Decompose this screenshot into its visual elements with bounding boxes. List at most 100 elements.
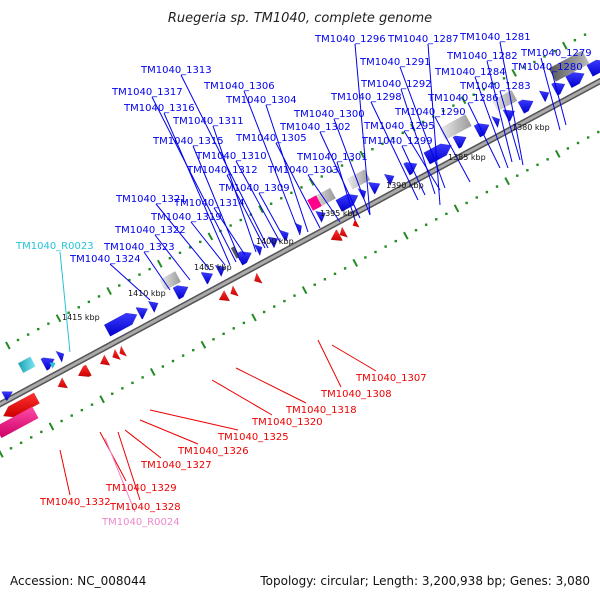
- kbp-tick-label: 1380 kbp: [512, 123, 550, 132]
- leader-line: [235, 160, 281, 243]
- minor-tick-dot: [553, 49, 556, 53]
- forward-gene-label: TM1040_1321: [115, 194, 187, 205]
- minor-tick-dot: [374, 250, 377, 254]
- leader-line: [400, 88, 436, 195]
- forward-gene-label: TM1040_1311: [172, 116, 244, 127]
- reverse-gene-label: TM1040_1326: [177, 446, 249, 457]
- trna-forward-label: TM1040_R0023: [15, 241, 94, 252]
- forward-gene-label: TM1040_1298: [330, 92, 402, 103]
- accession-text: Accession: NC_008044: [10, 574, 147, 588]
- minor-tick-dot: [300, 186, 303, 189]
- minor-tick-dot: [533, 60, 536, 64]
- forward-gene-arrow: [423, 143, 452, 165]
- major-tick: [308, 177, 315, 186]
- trna-reverse-label: TM1040_R0024: [101, 517, 180, 528]
- minor-tick-dot: [138, 273, 141, 276]
- reverse-gene-label: TM1040_1307: [355, 373, 427, 384]
- leader-line: [151, 96, 237, 263]
- minor-tick-dot: [583, 33, 587, 36]
- forward-gene-label: TM1040_1290: [394, 107, 466, 118]
- leader-line: [319, 131, 361, 219]
- backbone-core: [0, 79, 600, 406]
- minor-tick-dot: [597, 130, 600, 134]
- reverse-gene-arrow: [99, 354, 111, 366]
- genome-backbone: [0, 77, 600, 408]
- major-tick: [251, 313, 257, 322]
- kbp-tick-label: 1385 kbp: [448, 153, 486, 162]
- minor-tick-dot: [97, 295, 101, 298]
- reverse-gene-label: TM1040_1320: [251, 417, 323, 428]
- forward-gene-arrow: [452, 135, 467, 149]
- minor-tick-dot: [19, 441, 23, 445]
- minor-tick-dot: [394, 239, 397, 243]
- reverse-gene-label: TM1040_1329: [105, 483, 177, 494]
- minor-tick-dot: [424, 223, 428, 226]
- forward-gene-label: TM1040_1295: [363, 121, 435, 132]
- forward-gene-label: TM1040_1317: [111, 87, 183, 98]
- leader-line: [474, 76, 509, 169]
- minor-tick-dot: [37, 327, 40, 331]
- forward-gene-label: TM1040_1315: [152, 136, 224, 147]
- minor-tick-dot: [280, 197, 283, 200]
- minor-tick-dot: [192, 348, 195, 352]
- major-tick: [460, 96, 467, 105]
- leader-line: [124, 429, 162, 459]
- pink-feature: [307, 195, 322, 211]
- reverse-gene-arrow: [230, 284, 240, 297]
- minor-tick-dot: [340, 164, 344, 167]
- minor-tick-dot: [523, 66, 526, 69]
- forward-gene-label: TM1040_1309: [218, 183, 290, 194]
- minor-tick-dot: [141, 376, 144, 379]
- major-tick: [453, 204, 460, 213]
- reverse-gene-arrow: [253, 272, 263, 284]
- reverse-gene-label: TM1040_1327: [140, 460, 212, 471]
- forward-gene-label: TM1040_1314: [173, 198, 245, 209]
- minor-tick-dot: [492, 82, 496, 85]
- major-tick: [511, 68, 517, 77]
- minor-tick-dot: [495, 185, 499, 188]
- leader-line: [211, 379, 273, 416]
- forward-gene-arrow: [517, 99, 534, 114]
- leader-line: [109, 263, 151, 301]
- forward-gene-label: TM1040_1296: [314, 34, 386, 45]
- major-tick: [156, 259, 163, 268]
- forward-gene-arrow: [267, 236, 279, 249]
- leader-line: [59, 251, 71, 353]
- forward-gene-arrow: [147, 300, 159, 314]
- shaded-region: [346, 169, 371, 190]
- minor-tick-dot: [343, 267, 347, 270]
- leader-line: [333, 118, 371, 216]
- leader-line: [235, 367, 307, 404]
- reverse-gene-arrow: [57, 377, 69, 389]
- leader-line: [499, 41, 524, 166]
- forward-gene-arrow: [314, 210, 326, 224]
- leader-line: [154, 234, 191, 281]
- minor-tick-dot: [87, 300, 91, 304]
- minor-tick-dot: [350, 158, 354, 162]
- major-tick: [301, 286, 308, 295]
- minor-tick-dot: [313, 283, 316, 286]
- reverse-gene-label: TM1040_1318: [285, 405, 357, 416]
- reverse-gene-label: TM1040_1325: [217, 432, 289, 443]
- reverse-gene-arrow: [330, 229, 343, 241]
- forward-gene-label: TM1040_1303: [267, 165, 339, 176]
- forward-gene-label: TM1040_1322: [114, 225, 186, 236]
- reverse-gene-arrow: [339, 226, 349, 238]
- minor-tick-dot: [148, 267, 151, 271]
- minor-tick-dot: [465, 201, 468, 205]
- minor-tick-dot: [90, 403, 94, 406]
- forward-gene-arrow: [491, 115, 501, 129]
- leader-line: [336, 161, 356, 221]
- leader-line: [331, 344, 377, 372]
- leader-line: [401, 145, 426, 196]
- reverse-gene-arrow: [2, 392, 40, 418]
- leader-line: [104, 437, 136, 513]
- minor-tick-dot: [364, 256, 367, 259]
- minor-tick-dot: [573, 38, 577, 42]
- forward-gene-arrow: [55, 350, 65, 364]
- trna-forward-feature: [18, 356, 36, 373]
- major-tick: [504, 177, 510, 186]
- leader-line: [499, 90, 521, 161]
- major-tick: [207, 232, 214, 241]
